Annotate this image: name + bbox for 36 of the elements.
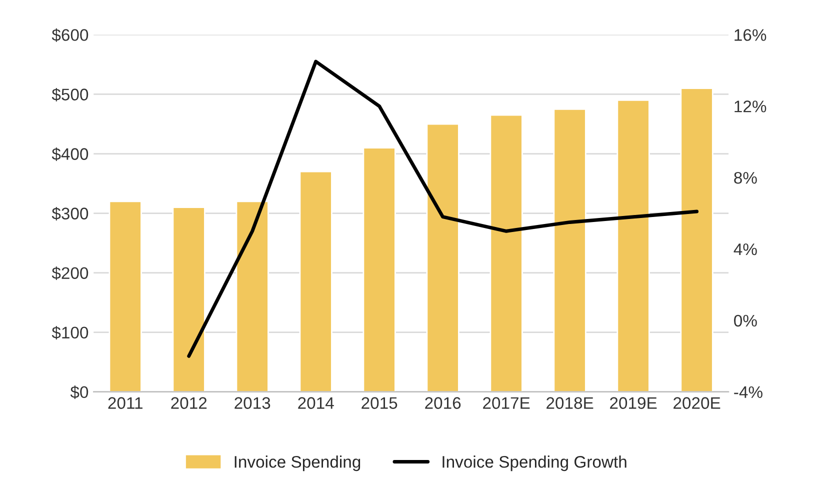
- bar: [108, 200, 142, 392]
- bar: [299, 170, 332, 392]
- x-tick-label: 2015: [362, 397, 398, 409]
- y-tick-label: $600: [52, 28, 88, 42]
- y2-tick-label: 16%: [734, 29, 766, 41]
- y-tick-label: $300: [52, 206, 88, 220]
- y-tick-label: $200: [52, 266, 88, 280]
- x-tick-label: 2017E: [483, 397, 530, 409]
- x-tick-label: 2020E: [674, 397, 720, 409]
- y2-tick-label: 4%: [734, 243, 757, 256]
- y2-tick-label: -4%: [734, 386, 762, 398]
- x-tick-label: 2011: [108, 397, 142, 409]
- y-tick-label: $400: [52, 147, 88, 161]
- y-tick-label: $0: [70, 386, 88, 400]
- line-series: [187, 60, 699, 358]
- y-tick-label: $500: [52, 88, 88, 102]
- x-tick-label: 2019E: [610, 397, 657, 409]
- y-tick-label: $100: [52, 326, 88, 340]
- bar: [553, 108, 586, 392]
- bar: [172, 206, 206, 392]
- x-tick-label: 2018E: [546, 397, 594, 409]
- y2-tick-label: 8%: [734, 172, 757, 184]
- y2-tick-label: 12%: [734, 100, 766, 112]
- x-tick-label: 2012: [171, 397, 207, 409]
- x-tick-label: 2016: [425, 397, 461, 409]
- y2-tick-label: 0%: [734, 314, 757, 327]
- bar: [490, 114, 523, 392]
- bar: [616, 99, 650, 392]
- bar: [362, 147, 396, 392]
- legend-label: Invoice Spending: [234, 456, 360, 472]
- x-tick-label: 2014: [298, 397, 334, 409]
- bar: [680, 88, 714, 392]
- bar: [236, 200, 269, 392]
- bar: [426, 123, 460, 392]
- x-tick-label: 2013: [234, 397, 270, 409]
- legend-label: Invoice Spending Growth: [442, 456, 626, 472]
